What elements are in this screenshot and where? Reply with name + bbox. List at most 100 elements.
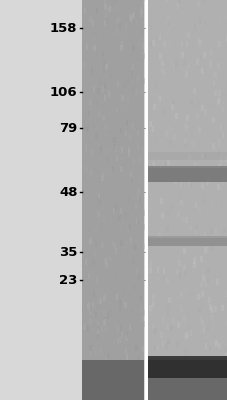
Bar bbox=[214, 340, 217, 346]
Bar bbox=[210, 239, 213, 245]
Bar bbox=[111, 209, 113, 215]
Bar bbox=[127, 196, 129, 202]
Bar bbox=[88, 181, 90, 187]
Bar bbox=[208, 345, 210, 351]
Bar bbox=[187, 154, 190, 160]
Bar bbox=[134, 120, 136, 126]
Bar bbox=[99, 293, 101, 299]
Bar bbox=[128, 324, 130, 330]
Bar bbox=[180, 200, 183, 206]
Bar bbox=[203, 247, 206, 253]
Bar bbox=[205, 179, 208, 185]
Bar bbox=[160, 198, 162, 204]
Bar bbox=[138, 174, 140, 180]
Bar bbox=[182, 60, 185, 66]
Bar bbox=[92, 302, 94, 308]
Bar bbox=[112, 208, 115, 214]
Bar bbox=[95, 277, 98, 283]
Bar bbox=[131, 64, 134, 70]
Bar bbox=[178, 250, 181, 256]
Bar bbox=[166, 0, 168, 1]
Bar bbox=[90, 254, 93, 260]
Bar bbox=[103, 320, 105, 326]
Bar bbox=[152, 163, 155, 169]
Bar bbox=[182, 248, 185, 254]
Bar bbox=[140, 139, 143, 145]
Bar bbox=[219, 157, 221, 163]
Bar bbox=[105, 64, 107, 70]
Bar bbox=[222, 106, 225, 112]
Bar bbox=[109, 310, 112, 316]
Bar bbox=[132, 258, 134, 264]
Bar bbox=[160, 60, 163, 66]
Bar bbox=[217, 344, 220, 350]
Bar bbox=[216, 184, 219, 190]
Bar bbox=[200, 105, 203, 111]
Bar bbox=[127, 150, 129, 156]
Bar bbox=[84, 259, 87, 265]
Bar bbox=[179, 140, 181, 146]
Bar bbox=[106, 125, 108, 131]
Bar bbox=[122, 360, 125, 366]
Bar bbox=[113, 243, 116, 249]
Bar bbox=[199, 282, 202, 288]
Bar bbox=[92, 260, 94, 266]
Bar bbox=[221, 132, 223, 138]
Bar bbox=[142, 53, 144, 59]
Bar bbox=[219, 271, 221, 277]
Bar bbox=[176, 250, 178, 256]
Bar bbox=[186, 64, 189, 70]
Bar bbox=[113, 137, 115, 143]
Bar bbox=[142, 310, 145, 316]
Bar bbox=[100, 326, 103, 332]
Bar bbox=[193, 255, 196, 261]
Bar bbox=[189, 182, 192, 188]
Bar bbox=[98, 299, 100, 305]
Bar bbox=[89, 100, 91, 106]
Bar bbox=[93, 348, 96, 354]
Bar bbox=[126, 97, 128, 103]
Bar bbox=[106, 262, 108, 268]
Bar bbox=[129, 14, 131, 20]
Bar bbox=[200, 256, 202, 262]
Bar bbox=[153, 345, 156, 351]
Bar bbox=[108, 6, 110, 12]
Bar bbox=[212, 132, 215, 138]
Bar bbox=[165, 117, 167, 123]
Bar bbox=[121, 298, 123, 304]
Bar bbox=[115, 294, 118, 300]
Bar bbox=[161, 316, 164, 322]
Bar bbox=[133, 244, 135, 250]
Bar bbox=[212, 231, 215, 237]
Bar bbox=[202, 196, 205, 202]
Bar bbox=[84, 191, 86, 197]
Bar bbox=[118, 188, 121, 194]
Bar bbox=[120, 332, 123, 338]
Bar bbox=[185, 219, 188, 225]
Bar bbox=[124, 302, 126, 308]
Bar bbox=[141, 0, 144, 5]
Bar bbox=[100, 87, 102, 93]
Bar bbox=[226, 20, 227, 26]
Bar bbox=[165, 131, 168, 137]
Bar bbox=[125, 230, 127, 236]
Bar bbox=[124, 162, 126, 168]
Bar bbox=[89, 345, 91, 351]
Bar bbox=[135, 345, 137, 351]
Bar bbox=[137, 219, 139, 225]
Bar bbox=[91, 143, 93, 149]
Bar bbox=[87, 227, 90, 233]
Bar bbox=[217, 97, 220, 103]
Bar bbox=[125, 335, 127, 341]
Bar bbox=[148, 166, 227, 168]
Bar bbox=[112, 341, 114, 347]
Bar bbox=[196, 157, 198, 163]
Bar bbox=[116, 78, 118, 84]
Bar bbox=[136, 144, 138, 150]
Bar bbox=[184, 269, 186, 275]
Bar bbox=[164, 314, 167, 320]
Bar bbox=[183, 82, 186, 88]
Bar bbox=[177, 260, 180, 266]
Bar bbox=[169, 58, 172, 64]
Bar bbox=[89, 170, 92, 176]
